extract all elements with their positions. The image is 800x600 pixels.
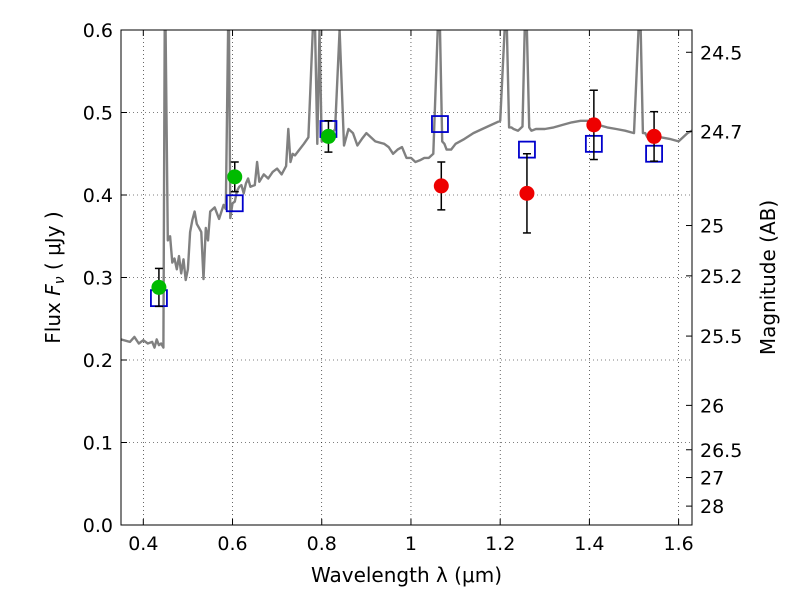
observed-point: [646, 128, 662, 144]
y2-tick-label: 27: [700, 468, 724, 490]
markers-layer: [150, 89, 663, 308]
y-tick-label: 0.4: [83, 185, 113, 207]
y2-tick-label: 25.5: [700, 326, 742, 348]
ticks-layer: 0.4 0.6 0.8 1 1.2 1.4 1.6 0.0 0.1 0.2 0.3 0.4 0.5 0.6…: [83, 20, 743, 555]
x-axis-label: Wavelength λ (μm): [311, 563, 502, 587]
sed-line-layer: [121, 30, 692, 349]
y-axis-label-subscript: ν: [52, 276, 68, 284]
plot-frame: [120, 29, 693, 526]
x-tick-label: 0.8: [307, 533, 337, 555]
y-tick-label: 0.0: [83, 515, 113, 537]
grid: [121, 29, 692, 526]
y-axis-label-prefix: Flux: [41, 296, 65, 344]
y-axis-label-unit: ( μJy ): [41, 211, 65, 276]
x-tick-label: 1.6: [664, 533, 694, 555]
observed-point: [151, 279, 167, 295]
sed-line: [121, 30, 692, 349]
y2-tick-label: 24.5: [700, 42, 742, 64]
y2-tick-label: 28: [700, 496, 724, 518]
y-tick-label: 0.6: [83, 20, 113, 42]
y-axis-label: Flux Fν ( μJy ): [41, 211, 68, 343]
x-tick-label: 1.4: [574, 533, 604, 555]
y2-axis-label: Magnitude (AB): [756, 200, 780, 355]
y-axis-label-symbol: F: [41, 284, 65, 296]
observed-point: [320, 128, 336, 144]
y-tick-label: 0.5: [83, 103, 113, 125]
observed-point: [227, 169, 243, 185]
y2-tick-label: 26: [700, 395, 724, 417]
y-tick-label: 0.2: [83, 350, 113, 372]
observed-point: [519, 185, 535, 201]
model-square-point: [431, 115, 449, 133]
model-square-point: [225, 194, 244, 213]
y2-tick-label: 24.7: [700, 121, 742, 143]
observed-point: [586, 117, 602, 133]
x-tick-label: 1.2: [485, 533, 515, 555]
y2-tick-label: 25.2: [700, 266, 742, 288]
y2-tick-label: 26.5: [700, 440, 742, 462]
y-tick-label: 0.1: [83, 433, 113, 455]
x-tick-label: 0.4: [128, 533, 158, 555]
y-tick-label: 0.3: [83, 268, 113, 290]
x-tick-label: 1: [405, 533, 417, 555]
observed-point: [433, 178, 449, 194]
y2-tick-label: 25: [700, 216, 724, 238]
x-tick-label: 0.6: [217, 533, 247, 555]
